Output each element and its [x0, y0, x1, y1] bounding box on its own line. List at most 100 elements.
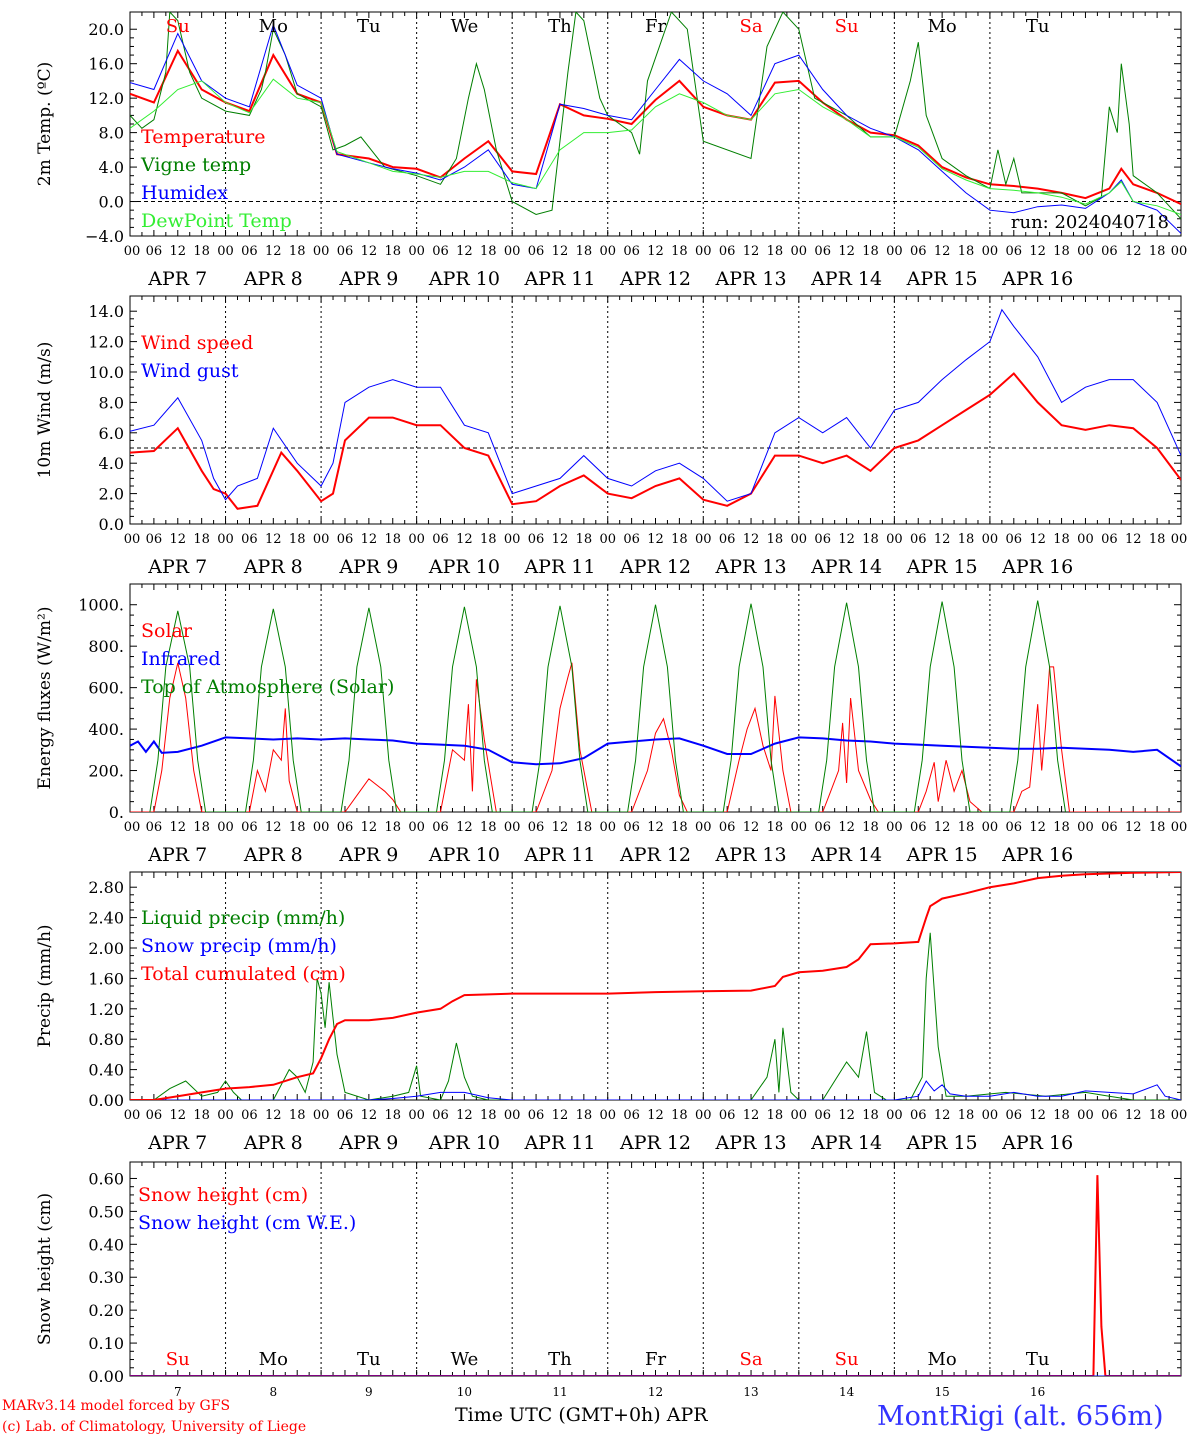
date-label: APR 11 — [523, 556, 595, 578]
hour-label: 00 — [695, 820, 712, 835]
hour-label: 06 — [623, 532, 640, 547]
hour-label: 06 — [528, 820, 545, 835]
hour-label: 06 — [1101, 244, 1118, 259]
y-tick-label: 0. — [109, 803, 124, 822]
hour-label: 12 — [1029, 244, 1046, 259]
series-line-precip-1 — [130, 1080, 1181, 1100]
hour-label: 12 — [743, 244, 760, 259]
hour-label: 00 — [408, 1108, 425, 1123]
date-label: APR 16 — [1001, 1132, 1073, 1154]
hour-label: 12 — [838, 1108, 855, 1123]
hour-label: 18 — [1053, 532, 1070, 547]
y-tick-label: 0.20 — [88, 1301, 124, 1320]
date-label: APR 11 — [523, 268, 595, 290]
day-name: Tu — [1026, 1349, 1050, 1370]
hour-label: 18 — [193, 532, 210, 547]
hour-label: 12 — [169, 1108, 186, 1123]
hour-label: 12 — [361, 532, 378, 547]
hour-label: 00 — [217, 820, 234, 835]
x-axis-title-text: Time UTC (GMT+0h) — [455, 1404, 661, 1426]
hour-label: 00 — [1077, 244, 1094, 259]
hour-label: 00 — [408, 532, 425, 547]
hour-label: 18 — [1149, 1108, 1166, 1123]
hour-label: 00 — [504, 244, 521, 259]
date-label: APR 9 — [338, 268, 398, 290]
y-tick-label: 0.10 — [88, 1334, 124, 1353]
hour-label: 18 — [576, 820, 593, 835]
date-label: APR 10 — [428, 556, 500, 578]
day-name: Fr — [645, 16, 666, 37]
hour-label: 06 — [146, 244, 163, 259]
hour-label: 06 — [719, 532, 736, 547]
hour-label: 06 — [337, 244, 354, 259]
hour-label: 12 — [456, 244, 473, 259]
date-label: APR 13 — [715, 844, 787, 866]
hour-label: 06 — [146, 820, 163, 835]
day-number: 13 — [743, 1385, 758, 1399]
date-label: APR 10 — [428, 268, 500, 290]
y-tick-label: 2.00 — [88, 939, 124, 958]
hour-label: 18 — [767, 532, 784, 547]
hour-label: 12 — [265, 820, 282, 835]
y-tick-label: 0.40 — [88, 1061, 124, 1080]
y-axis-label: Energy fluxes (W/m²) — [35, 607, 55, 790]
hour-label: 18 — [958, 820, 975, 835]
hour-label: 00 — [313, 820, 330, 835]
hour-label: 00 — [504, 820, 521, 835]
hour-label: 18 — [862, 244, 879, 259]
hour-label: 12 — [647, 244, 664, 259]
hour-label: 06 — [432, 1108, 449, 1123]
y-tick-label: 0.40 — [88, 1235, 124, 1254]
hour-label: 00 — [1077, 1108, 1094, 1123]
hour-label: 06 — [814, 244, 831, 259]
day-name: Sa — [740, 1349, 763, 1370]
hour-label: 12 — [169, 820, 186, 835]
day-name: Su — [166, 1349, 190, 1370]
day-number: 11 — [552, 1385, 567, 1399]
date-label: APR 14 — [810, 268, 882, 290]
date-label: APR 14 — [810, 1132, 882, 1154]
hour-label: 18 — [958, 244, 975, 259]
hour-label: 06 — [814, 820, 831, 835]
hour-label: 18 — [289, 532, 306, 547]
run-annotation: run: 2024040718 — [1011, 212, 1169, 233]
hour-label: 06 — [623, 1108, 640, 1123]
hour-label: 00 — [124, 820, 141, 835]
hour-label: 06 — [1006, 244, 1023, 259]
series-line-energy-1 — [130, 736, 1181, 768]
hour-label: 18 — [384, 532, 401, 547]
legend-entry: Snow height (cm) — [138, 1184, 308, 1206]
y-tick-label: 4.0 — [99, 454, 124, 473]
date-label: APR 8 — [243, 268, 303, 290]
date-label: APR 14 — [810, 556, 882, 578]
date-label: APR 14 — [810, 844, 882, 866]
hour-label: 00 — [313, 532, 330, 547]
series-line-temp-0 — [130, 48, 1181, 206]
hour-label: 06 — [910, 532, 927, 547]
hour-label: 06 — [337, 820, 354, 835]
hour-label: 18 — [862, 1108, 879, 1123]
hour-label: 18 — [384, 1108, 401, 1123]
x-axis-title: Time UTC (GMT+0h) APR — [455, 1404, 708, 1426]
hour-label: 00 — [313, 244, 330, 259]
hour-label: 06 — [337, 1108, 354, 1123]
hour-label: 12 — [361, 1108, 378, 1123]
hour-label: 18 — [1149, 532, 1166, 547]
hour-label: 18 — [193, 244, 210, 259]
hour-label: 06 — [146, 1108, 163, 1123]
day-name: Su — [835, 1349, 859, 1370]
y-axis-label: Snow height (cm) — [35, 1193, 55, 1345]
y-tick-label: 0.00 — [88, 1367, 124, 1386]
panel-precip — [129, 871, 1182, 1101]
hour-label: 06 — [623, 244, 640, 259]
legend-entry: Humidex — [141, 182, 228, 204]
date-label: APR 9 — [338, 844, 398, 866]
hour-label: 12 — [456, 820, 473, 835]
date-label: APR 9 — [338, 556, 398, 578]
hour-label: 00 — [1171, 532, 1188, 547]
date-label: APR 12 — [619, 268, 691, 290]
hour-label: 00 — [504, 532, 521, 547]
legend-entry: Snow height (cm W.E.) — [138, 1212, 356, 1234]
hour-label: 12 — [1029, 820, 1046, 835]
